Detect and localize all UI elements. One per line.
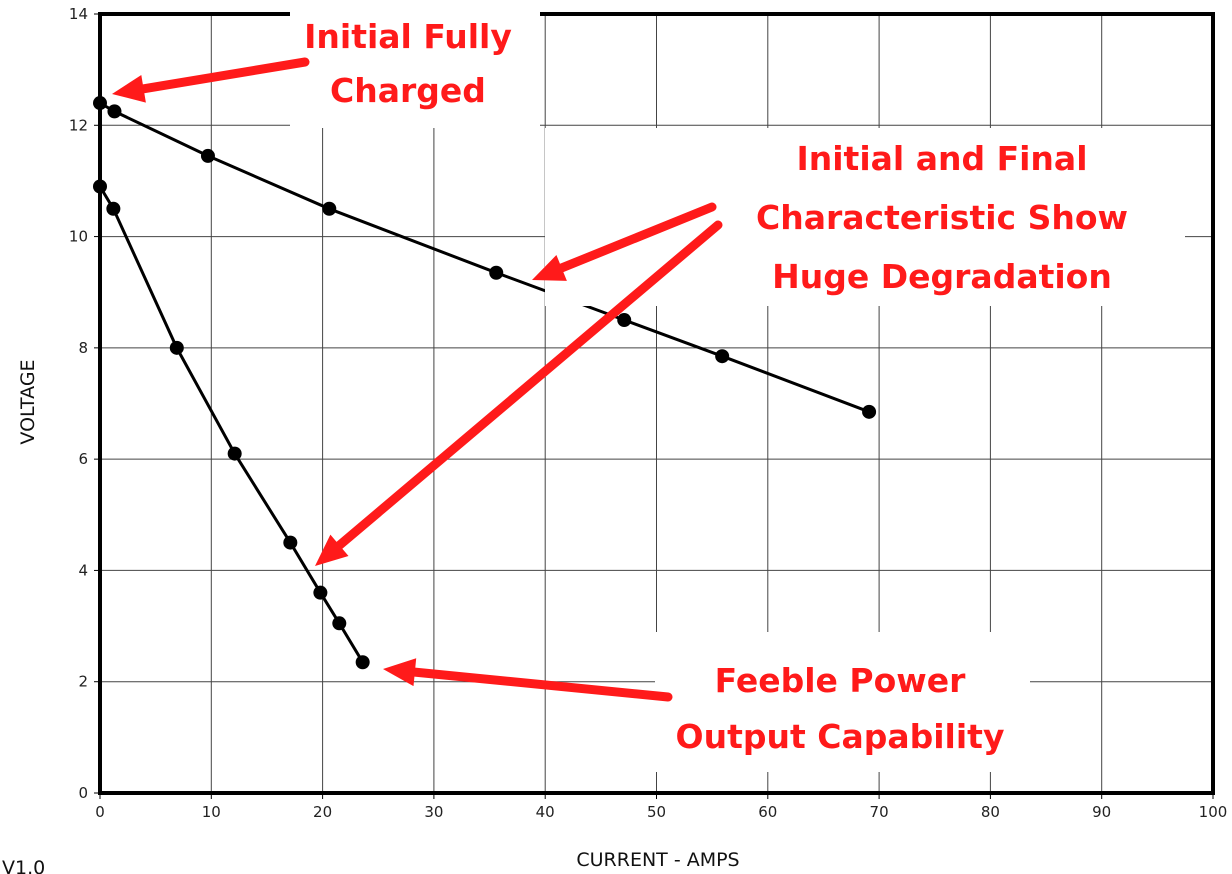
data-point	[200, 148, 215, 163]
arrow-shaft	[139, 57, 310, 94]
annotation-text: Characteristic Show	[756, 198, 1128, 237]
arrow-head	[315, 534, 349, 566]
annotation-background	[290, 0, 540, 128]
arrow-final-characteristic	[315, 220, 723, 566]
version-label: V1.0	[2, 857, 45, 874]
y-axis-label: VOLTAGE	[17, 359, 39, 444]
annotation-text: Feeble Power	[715, 661, 966, 700]
x-tick-label: 80	[981, 803, 1000, 821]
y-tick-label: 14	[69, 5, 88, 23]
annotation-text: Initial Fully	[304, 17, 512, 56]
data-point	[313, 585, 328, 600]
arrow-shaft	[334, 220, 723, 550]
series-line	[99, 101, 870, 414]
annotations: Initial Fully Charged Initial and Final Cha…	[112, 0, 1185, 772]
annotation-text: Huge Degradation	[772, 257, 1112, 296]
data-point	[93, 179, 107, 194]
arrow-feeble-power	[383, 658, 673, 702]
x-tick-label: 40	[536, 803, 555, 821]
data-point	[322, 201, 337, 216]
data-point	[332, 616, 347, 631]
x-tick-label: 0	[95, 803, 105, 821]
x-tick-label: 50	[647, 803, 666, 821]
data-point	[715, 349, 730, 364]
y-tick-label: 8	[78, 339, 88, 357]
annotation-text: Output Capability	[676, 717, 1005, 756]
y-tick-label: 0	[78, 784, 88, 802]
data-point	[93, 96, 107, 111]
y-tick-label: 10	[69, 228, 88, 246]
data-point	[283, 535, 298, 550]
x-tick-label: 70	[870, 803, 889, 821]
arrow-head	[532, 255, 567, 281]
x-tick-label: 90	[1092, 803, 1111, 821]
data-point	[107, 104, 122, 119]
arrow-shaft	[557, 202, 717, 273]
tick-labels: 0 10 20 30 40 50 60 70 80 90 100 0 2 4 6 8 10 12 14	[69, 5, 1227, 821]
data-point	[355, 655, 370, 670]
x-tick-label: 20	[313, 803, 332, 821]
annotation-text: Charged	[330, 71, 486, 110]
data-point	[862, 404, 877, 419]
arrow-initial-characteristic	[532, 202, 717, 281]
y-tick-label: 2	[78, 673, 88, 691]
arrow-head	[112, 75, 146, 103]
arrow-initial-charged	[112, 57, 310, 103]
data-point	[617, 313, 632, 328]
series-layer	[93, 96, 877, 670]
arrow-shaft	[410, 667, 673, 702]
y-tick-label: 12	[69, 116, 88, 134]
x-axis-label: CURRENT - AMPS	[576, 849, 739, 871]
y-tick-label: 4	[78, 561, 88, 579]
x-tick-label: 30	[424, 803, 443, 821]
data-point	[227, 446, 242, 461]
x-tick-label: 100	[1199, 803, 1228, 821]
data-point	[169, 340, 184, 355]
y-tick-label: 6	[78, 450, 88, 468]
x-tick-label: 60	[758, 803, 777, 821]
annotation-text: Initial and Final	[796, 139, 1087, 178]
data-point	[106, 201, 121, 216]
x-tick-label: 10	[202, 803, 221, 821]
arrow-head	[383, 658, 417, 687]
annotation-background	[655, 632, 1030, 772]
data-point	[489, 265, 504, 280]
